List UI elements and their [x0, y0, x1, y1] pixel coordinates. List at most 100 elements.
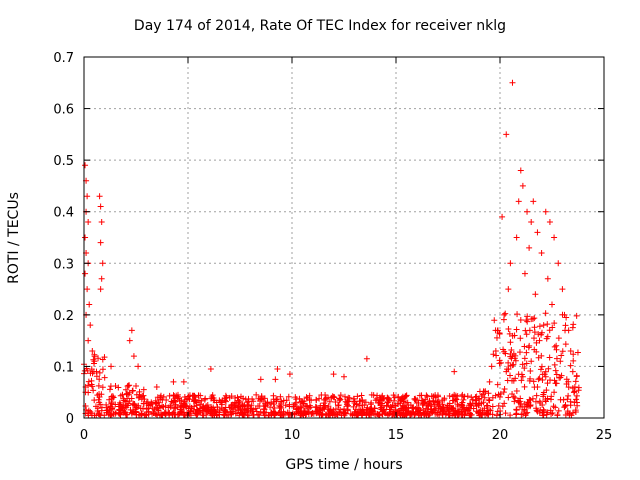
- data-point: [551, 361, 558, 368]
- data-point: [96, 369, 103, 376]
- data-point: [426, 410, 433, 417]
- data-point: [517, 403, 524, 410]
- data-point: [276, 405, 283, 411]
- data-point: [387, 403, 394, 410]
- data-point: [169, 411, 176, 418]
- data-point: [461, 411, 468, 418]
- y-tick-label: 0.4: [53, 206, 74, 221]
- data-point: [385, 396, 392, 403]
- chart-title: Day 174 of 2014, Rate Of TEC Index for r…: [133, 18, 507, 34]
- data-point: [505, 286, 512, 293]
- data-point: [84, 286, 91, 293]
- data-point: [540, 322, 547, 329]
- data-point: [330, 407, 337, 414]
- data-point: [557, 358, 564, 365]
- data-point: [533, 339, 540, 346]
- data-point: [370, 392, 377, 399]
- data-point: [181, 394, 188, 401]
- data-point: [245, 412, 252, 419]
- data-point: [349, 412, 356, 419]
- data-point: [323, 395, 330, 402]
- data-point: [281, 410, 288, 417]
- data-point: [319, 406, 326, 413]
- data-point: [394, 394, 401, 401]
- data-point: [292, 394, 299, 401]
- data-point: [342, 409, 349, 416]
- data-point: [293, 406, 300, 413]
- data-point: [115, 384, 122, 391]
- data-point: [452, 411, 459, 418]
- data-point: [167, 402, 174, 409]
- x-tick-label: 10: [284, 428, 301, 443]
- data-point: [450, 405, 457, 412]
- data-point: [542, 373, 549, 380]
- data-point: [306, 402, 313, 409]
- data-point: [96, 193, 103, 200]
- data-point: [473, 400, 480, 407]
- data-point: [438, 406, 445, 413]
- data-point: [567, 362, 574, 369]
- data-point: [521, 365, 528, 372]
- data-point: [82, 162, 89, 169]
- data-point: [553, 371, 560, 378]
- data-point: [530, 198, 537, 205]
- data-point: [494, 381, 501, 388]
- data-point: [515, 399, 522, 406]
- data-point: [513, 234, 520, 241]
- data-point: [537, 399, 544, 406]
- data-point: [359, 412, 366, 419]
- data-point: [291, 401, 298, 408]
- data-point: [500, 346, 507, 353]
- data-point: [350, 403, 357, 410]
- data-point: [544, 321, 551, 328]
- data-point: [371, 405, 378, 412]
- data-point: [446, 392, 453, 399]
- data-point: [524, 409, 531, 416]
- data-point: [521, 383, 528, 390]
- data-point: [181, 411, 188, 418]
- data-point: [486, 397, 493, 404]
- data-point: [397, 400, 404, 407]
- data-point: [524, 318, 531, 325]
- data-point: [344, 399, 351, 406]
- data-point: [119, 405, 126, 412]
- data-point: [564, 396, 571, 403]
- data-point: [534, 384, 541, 391]
- data-point: [538, 363, 545, 370]
- data-point: [363, 355, 370, 362]
- data-point: [197, 401, 204, 408]
- data-point: [135, 363, 142, 370]
- data-point: [517, 167, 524, 174]
- data-point: [96, 391, 103, 398]
- data-point: [210, 394, 217, 401]
- data-point: [98, 275, 105, 282]
- data-point: [505, 359, 512, 366]
- data-point: [228, 402, 235, 409]
- data-point: [91, 412, 98, 419]
- data-point: [459, 391, 466, 398]
- data-point: [257, 376, 264, 383]
- data-point: [499, 213, 506, 220]
- data-point: [525, 344, 532, 351]
- data-point: [93, 368, 100, 375]
- data-point: [528, 358, 535, 365]
- data-point: [99, 384, 106, 391]
- data-point: [177, 408, 184, 415]
- data-point: [467, 402, 474, 409]
- data-point: [271, 412, 278, 419]
- data-point: [384, 399, 391, 406]
- data-point: [200, 407, 207, 414]
- data-point: [297, 403, 304, 410]
- data-point: [538, 249, 545, 256]
- data-point: [95, 355, 102, 362]
- data-point: [519, 373, 526, 380]
- data-point: [350, 395, 357, 402]
- data-point: [234, 394, 241, 401]
- data-point: [558, 352, 565, 359]
- data-point: [524, 313, 531, 320]
- data-point: [253, 391, 260, 398]
- scatter-points: [81, 79, 582, 419]
- data-point: [510, 361, 517, 368]
- data-point: [401, 412, 408, 419]
- data-point: [529, 316, 536, 323]
